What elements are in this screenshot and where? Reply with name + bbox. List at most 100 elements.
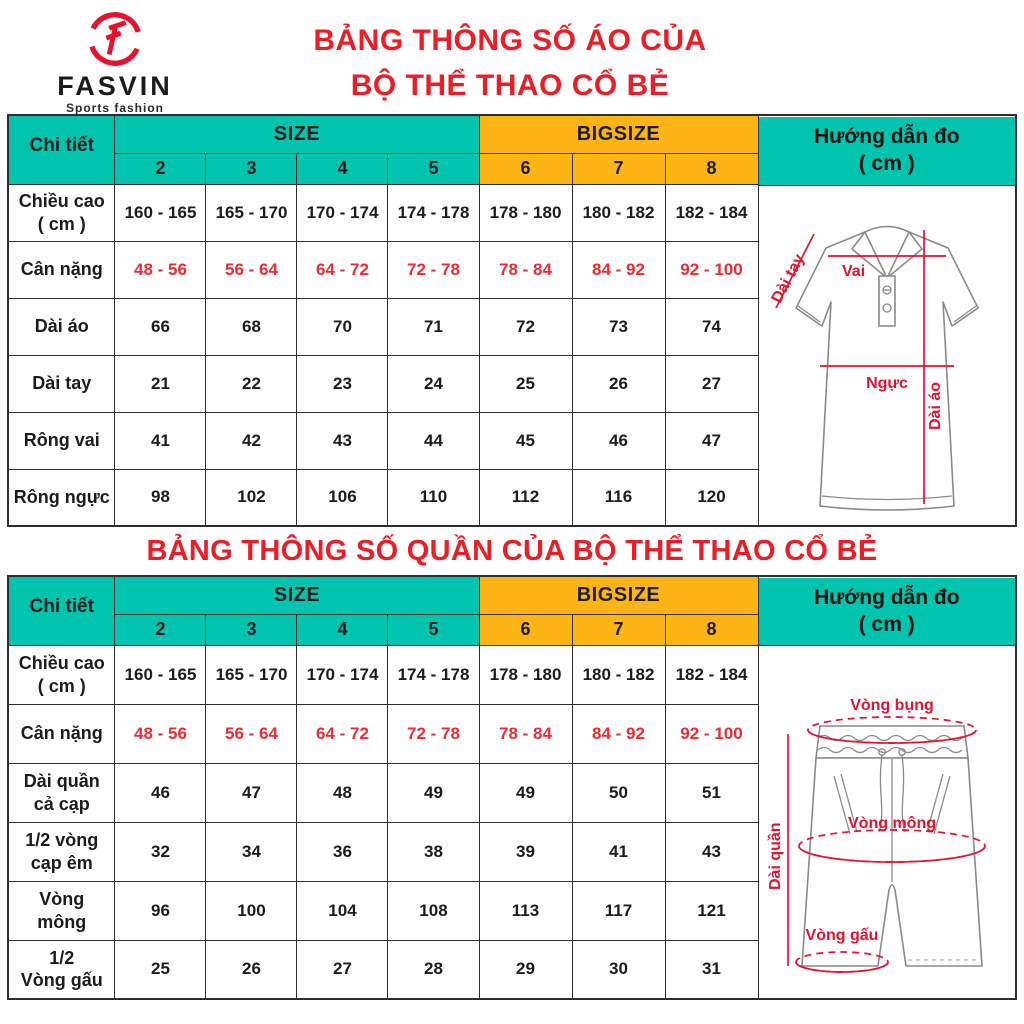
value-cell: 100	[205, 880, 298, 941]
row-label: Chiều cao ( cm )	[7, 183, 116, 242]
guide-header-unit: ( cm )	[858, 612, 915, 636]
value-cell: 24	[387, 354, 480, 413]
size-col-header: 3	[205, 152, 298, 185]
dai-quan-label: Dài quần	[767, 822, 784, 890]
pants-title-text: BẢNG THÔNG SỐ QUẦN CỦA BỘ THỂ THAO CỔ BẺ	[146, 534, 878, 567]
value-cell: 116	[571, 468, 666, 527]
shirt-title-line2: BỘ THỂ THAO CỔ BẺ	[350, 69, 670, 102]
value-cell: 160 - 165	[114, 644, 207, 705]
table-row: 1/2 vòng cạp êm 32 34 36 38 39 41 43	[7, 821, 1016, 882]
detail-header-cell: Chi tiết	[7, 114, 116, 185]
shirt-outline	[794, 225, 979, 511]
value-cell: 23	[296, 354, 389, 413]
row-label: 1/2 vòng cạp êm	[7, 821, 116, 882]
brand-logo: FASVIN Sports fashion	[0, 6, 230, 115]
guide-header-unit: ( cm )	[858, 151, 915, 175]
value-cell: 49	[387, 762, 480, 823]
bigsize-group-header: BIGSIZE	[478, 575, 759, 615]
row-label: Rông vai	[7, 411, 116, 470]
value-cell: 26	[205, 939, 298, 1000]
value-cell: 182 - 184	[664, 644, 759, 705]
value-cell: 73	[571, 297, 666, 356]
guide-diagram-area: Vòng bụng Vòng mông Vòng gấu Dài	[758, 646, 1015, 997]
value-cell: 46	[571, 411, 666, 470]
row-label: Dài áo	[7, 297, 116, 356]
pants-size-table: Chi tiết SIZE BIGSIZE Hướng dẫn đo ( cm …	[6, 575, 1017, 1000]
header: FASVIN Sports fashion BẢNG THÔNG SỐ ÁO C…	[0, 0, 1024, 115]
value-cell: 182 - 184	[664, 183, 759, 242]
value-cell: 92 - 100	[664, 240, 759, 299]
value-cell: 41	[571, 821, 666, 882]
value-cell: 39	[478, 821, 573, 882]
value-cell: 31	[664, 939, 759, 1000]
value-cell: 170 - 174	[296, 644, 389, 705]
value-cell: 84 - 92	[571, 240, 666, 299]
size-col-header: 2	[114, 613, 207, 646]
row-label: Vòng mông	[7, 880, 116, 941]
bigsize-col-header: 6	[478, 152, 573, 185]
size-col-header: 5	[387, 152, 480, 185]
row-label: Chiều cao ( cm )	[7, 644, 116, 705]
value-cell: 21	[114, 354, 207, 413]
value-cell: 29	[478, 939, 573, 1000]
value-cell: 72	[478, 297, 573, 356]
value-cell: 64 - 72	[296, 240, 389, 299]
value-cell: 165 - 170	[205, 183, 298, 242]
value-cell: 174 - 178	[387, 644, 480, 705]
value-cell: 47	[205, 762, 298, 823]
measure-guide-panel: Hướng dẫn đo ( cm )	[757, 575, 1017, 1000]
table-row: 2 3 4 5 6 7 8	[8, 613, 1016, 646]
brand-name: FASVIN	[57, 71, 173, 101]
value-cell: 36	[296, 821, 389, 882]
value-cell: 108	[387, 880, 480, 941]
table-row: Chiều cao ( cm ) 160 - 165 165 - 170 170…	[7, 183, 1016, 242]
value-cell: 41	[114, 411, 207, 470]
row-label: Dài tay	[7, 354, 116, 413]
row-label: Rông ngực	[7, 468, 116, 527]
value-cell: 112	[478, 468, 573, 527]
value-cell: 25	[114, 939, 207, 1000]
row-label: Cân nặng	[7, 240, 116, 299]
value-cell: 38	[387, 821, 480, 882]
value-cell: 121	[664, 880, 759, 941]
value-cell: 96	[114, 880, 207, 941]
brand-tagline: Sports fashion	[65, 101, 164, 116]
table-row: Rông vai 41 42 43 44 45 46 47	[7, 411, 1016, 470]
value-cell: 78 - 84	[478, 240, 573, 299]
value-cell: 34	[205, 821, 298, 882]
value-cell: 50	[571, 762, 666, 823]
value-cell: 48 - 56	[114, 703, 207, 764]
value-cell: 102	[205, 468, 298, 527]
value-cell: 68	[205, 297, 298, 356]
polo-shirt-diagram: Vai Dài tay Ngực Dài áo	[768, 225, 979, 511]
value-cell: 26	[571, 354, 666, 413]
guide-diagram-area: Vai Dài tay Ngực Dài áo	[758, 185, 1015, 525]
value-cell: 66	[114, 297, 207, 356]
value-cell: 110	[387, 468, 480, 527]
bigsize-col-header: 7	[571, 152, 666, 185]
value-cell: 27	[296, 939, 389, 1000]
measure-guide-panel: Hướng dẫn đo ( cm )	[757, 114, 1017, 527]
value-cell: 72 - 78	[387, 703, 480, 764]
value-cell: 170 - 174	[296, 183, 389, 242]
value-cell: 165 - 170	[205, 644, 298, 705]
value-cell: 84 - 92	[571, 703, 666, 764]
dai-ao-label: Dài áo	[927, 382, 944, 430]
value-cell: 45	[478, 411, 573, 470]
value-cell: 160 - 165	[114, 183, 207, 242]
size-col-header: 2	[114, 152, 207, 185]
value-cell: 178 - 180	[478, 183, 573, 242]
value-cell: 78 - 84	[478, 703, 573, 764]
bigsize-col-header: 6	[478, 613, 573, 646]
guide-wrap: Hướng dẫn đo ( cm )	[758, 116, 1015, 525]
fasvin-logo-icon	[88, 12, 142, 66]
table-row: Vòng mông 96 100 104 108 113 117 121	[7, 880, 1016, 941]
value-cell: 174 - 178	[387, 183, 480, 242]
value-cell: 72 - 78	[387, 240, 480, 299]
detail-header-cell: Chi tiết	[7, 575, 116, 646]
value-cell: 104	[296, 880, 389, 941]
bigsize-col-header: 7	[571, 613, 666, 646]
value-cell: 49	[478, 762, 573, 823]
shirt-title: BẢNG THÔNG SỐ ÁO CỦA BỘ THỂ THAO CỔ BẺ	[230, 6, 790, 108]
